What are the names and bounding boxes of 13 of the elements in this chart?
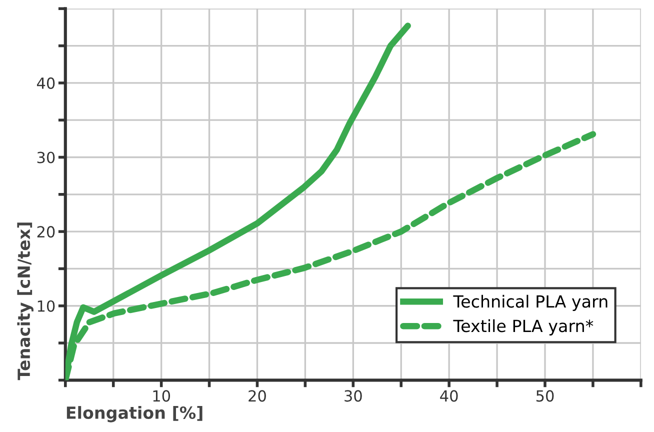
x-tick-label: 30 [344, 390, 362, 402]
y-tick-label: 10 [38, 300, 55, 312]
legend-label: Textile PLA yarn* [453, 319, 594, 336]
x-tick-label: 40 [440, 390, 458, 402]
x-tick-label: 10 [153, 390, 170, 402]
y-axis-title: Tenacity [cN/tex] [17, 222, 34, 380]
x-tick-label: 20 [248, 390, 266, 402]
x-tick-label: 50 [536, 390, 554, 402]
x-axis-title: Elongation [%] [66, 406, 202, 422]
legend-label: Technical PLA yarn [453, 294, 608, 311]
y-tick-label: 40 [36, 77, 55, 89]
y-tick-label: 20 [37, 226, 55, 238]
y-tick-label: 30 [37, 152, 55, 164]
